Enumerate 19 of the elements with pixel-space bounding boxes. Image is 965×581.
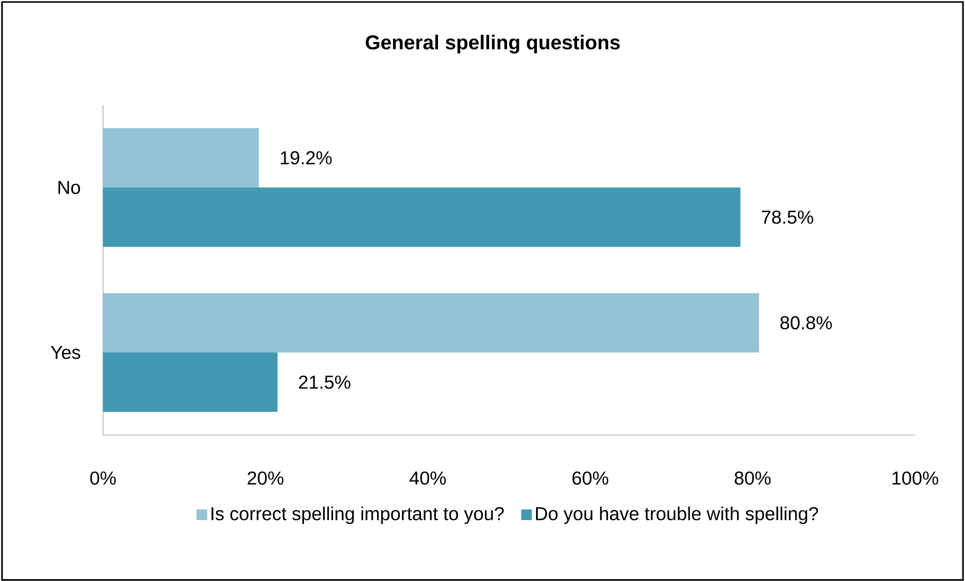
data-label: 19.2% xyxy=(280,151,332,164)
legend-label: Is correct spelling important to you? xyxy=(212,506,504,524)
data-label: 78.5% xyxy=(762,210,814,224)
data-label: 80.8% xyxy=(780,316,832,330)
legend-label: Do you have trouble with spelling? xyxy=(536,506,818,524)
bar xyxy=(103,187,740,247)
y-tick-label: No xyxy=(58,180,80,194)
data-label: 21.5% xyxy=(299,376,350,389)
x-tick-label: 80% xyxy=(734,471,771,485)
bar xyxy=(103,352,278,412)
x-tick-label: 100% xyxy=(892,471,938,485)
y-tick-label: Yes xyxy=(50,346,80,360)
bar xyxy=(103,293,760,352)
x-tick-label: 60% xyxy=(572,471,608,485)
x-tick-label: 0% xyxy=(90,471,116,485)
chart-title: General spelling questions xyxy=(366,34,620,54)
x-tick-label: 20% xyxy=(248,471,284,485)
x-tick-label: 40% xyxy=(410,471,446,485)
bar xyxy=(103,128,259,188)
